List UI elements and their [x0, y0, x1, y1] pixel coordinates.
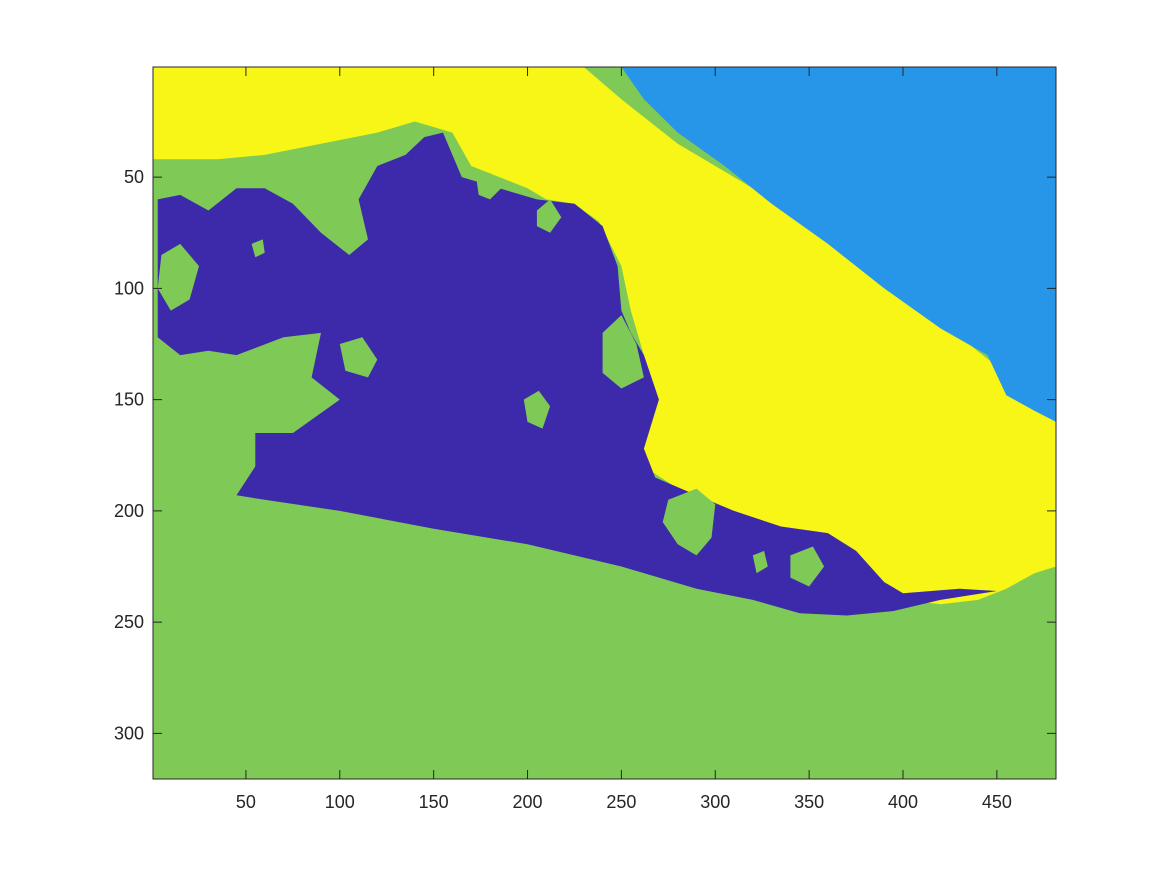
- x-tick-label: 350: [794, 792, 824, 812]
- y-tick-label: 150: [114, 390, 144, 410]
- region-layer: [153, 67, 1056, 779]
- region-class-2-2: [621, 67, 1056, 422]
- x-tick-label: 250: [606, 792, 636, 812]
- region-class-3-9: [790, 546, 825, 587]
- region-class-3-4: [157, 243, 199, 311]
- region-class-3-7: [602, 315, 644, 389]
- x-tick-label: 300: [700, 792, 730, 812]
- y-tick-label: 250: [114, 612, 144, 632]
- y-tick-label: 50: [124, 167, 144, 187]
- region-class-3-13: [752, 550, 768, 574]
- region-class-3-12: [251, 239, 265, 258]
- x-axis: 50 100 150 200 250 300 350 400 450: [236, 67, 1012, 812]
- x-tick-label: 150: [419, 792, 449, 812]
- region-class-1-3: [157, 132, 997, 616]
- axes-box: [152, 66, 1057, 780]
- region-class-3-8: [662, 488, 716, 556]
- x-tick-label: 100: [325, 792, 355, 812]
- y-tick-label: 100: [114, 278, 144, 298]
- x-tick-label: 200: [513, 792, 543, 812]
- y-tick-label: 300: [114, 723, 144, 743]
- region-class-4-1: [153, 67, 1056, 605]
- region-class-3-10: [536, 199, 562, 233]
- x-tick-label: 50: [236, 792, 256, 812]
- region-class-3-11: [476, 172, 502, 200]
- x-tick-label: 400: [888, 792, 918, 812]
- region-class-3-6: [523, 390, 551, 429]
- y-tick-label: 200: [114, 501, 144, 521]
- x-tick-label: 450: [982, 792, 1012, 812]
- y-axis: 50 100 150 200 250 300: [114, 167, 1056, 743]
- region-class-3-5: [339, 337, 378, 378]
